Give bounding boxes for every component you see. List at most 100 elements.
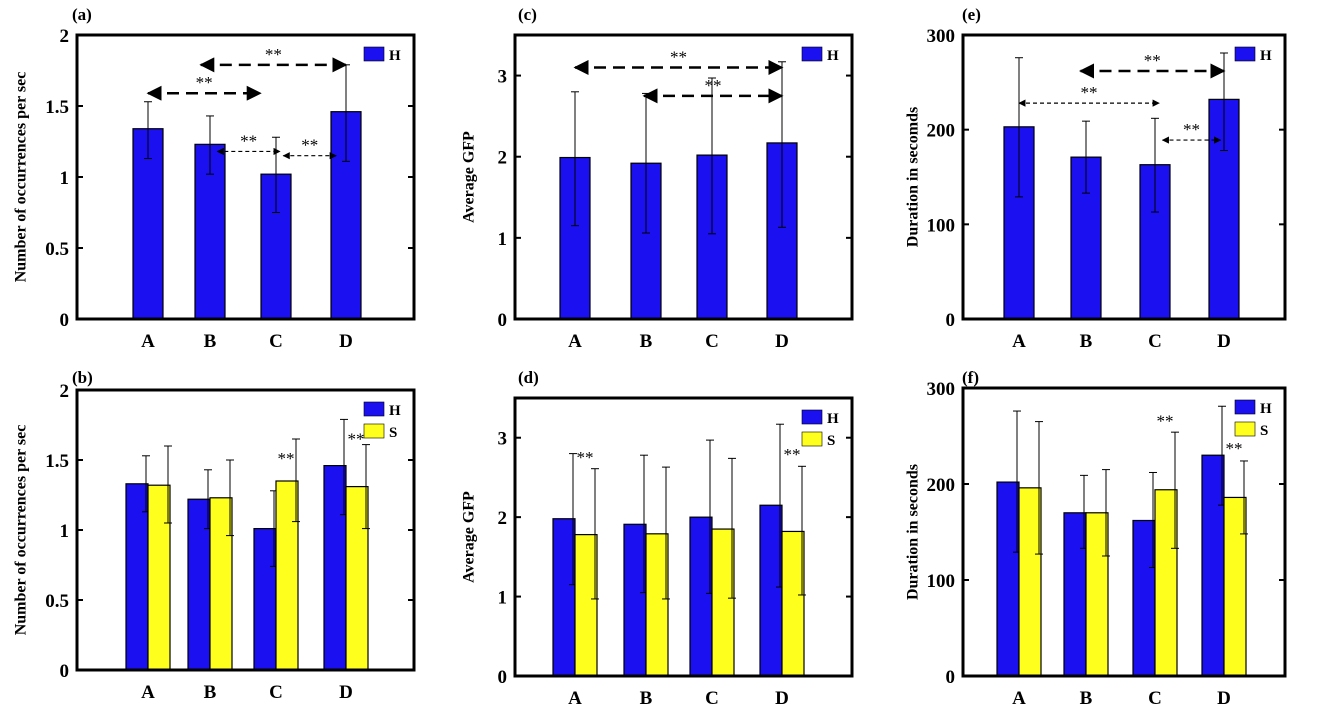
bar-S-D: [346, 487, 368, 670]
bar-S-B: [646, 534, 668, 676]
legend-label-H: H: [1260, 401, 1272, 417]
x-tick-label-B: B: [1080, 688, 1093, 709]
y-tick-label: 200: [927, 475, 956, 496]
x-tick-label-A: A: [568, 688, 582, 709]
y-tick-label: 0: [60, 310, 70, 331]
bar-S-C: [276, 481, 298, 670]
x-tick-label-A: A: [141, 331, 155, 352]
significance-marker: **: [784, 445, 801, 464]
bar-H-C: [254, 529, 276, 670]
bar-S-A: [575, 535, 597, 676]
significance-marker: **: [577, 448, 594, 467]
legend-label-H: H: [389, 403, 401, 419]
bar-H-D: [1202, 455, 1224, 676]
x-tick-label-C: C: [269, 331, 283, 352]
legend-label-S: S: [827, 433, 835, 449]
legend-swatch-S: [364, 424, 384, 438]
x-tick-label-C: C: [1148, 688, 1162, 709]
bar-S-A: [1019, 488, 1041, 676]
y-axis-label: Number of occurrences per sec: [13, 425, 30, 636]
y-tick-label: 0: [498, 667, 508, 688]
legend-swatch-H: [1235, 400, 1255, 414]
legend-label-H: H: [389, 48, 401, 64]
significance-marker: **: [301, 136, 318, 155]
x-tick-label-C: C: [1148, 331, 1162, 352]
y-tick-label: 0: [946, 310, 956, 331]
y-tick-label: 300: [927, 379, 956, 400]
x-tick-label-C: C: [269, 682, 283, 703]
legend-swatch-S: [802, 432, 822, 446]
bar-S-D: [782, 531, 804, 676]
legend-label-H: H: [827, 48, 839, 64]
legend-swatch-S: [1235, 422, 1255, 436]
y-tick-label: 2: [60, 26, 70, 47]
bar-S-B: [1086, 513, 1108, 676]
x-tick-label-D: D: [339, 682, 353, 703]
x-tick-label-C: C: [705, 688, 719, 709]
y-tick-label: 2: [498, 148, 508, 169]
significance-marker: **: [1157, 411, 1174, 430]
y-axis-label: Duration in seconds: [905, 464, 922, 600]
y-axis-label: Number of occurrences per sec: [13, 72, 30, 283]
y-tick-label: 100: [927, 215, 956, 236]
legend-swatch-H: [364, 402, 384, 416]
x-tick-label-C: C: [705, 331, 719, 352]
bar-H-B: [188, 499, 210, 670]
y-tick-label: 1: [498, 229, 508, 250]
legend-label-H: H: [827, 411, 839, 427]
y-tick-label: 0.5: [45, 591, 69, 612]
panel-label: (d): [518, 368, 539, 387]
x-tick-label-A: A: [1012, 331, 1026, 352]
panel-a: 0 0.5 1 1.5 2 A B C D Number of occurrences per s…: [13, 5, 414, 352]
y-tick-label: 3: [498, 67, 508, 88]
bar-S-B: [210, 498, 232, 670]
x-tick-label-B: B: [640, 331, 653, 352]
legend-swatch-H: [364, 47, 384, 61]
y-tick-label: 0.5: [45, 239, 69, 260]
legend-label-S: S: [389, 425, 397, 441]
x-tick-label-A: A: [141, 682, 155, 703]
y-tick-label: 200: [927, 121, 956, 142]
significance-marker: **: [265, 45, 282, 64]
panel-label: (b): [72, 368, 93, 387]
significance-marker: **: [1226, 439, 1243, 458]
figure: 0 0.5 1 1.5 2 A B C D Number of occurrences per s…: [0, 0, 1325, 720]
y-tick-label: 0: [60, 661, 70, 682]
y-axis-label: Average GFP: [461, 131, 478, 223]
y-tick-label: 1: [60, 168, 70, 189]
y-tick-label: 2: [60, 381, 70, 402]
x-tick-label-D: D: [339, 331, 353, 352]
significance-marker: **: [1144, 51, 1161, 70]
y-tick-label: 1: [60, 521, 70, 542]
significance-marker: **: [670, 47, 687, 66]
bar-H-A: [553, 519, 575, 676]
y-tick-label: 1: [498, 588, 508, 609]
bar-H-B: [1064, 513, 1086, 676]
panel-c: 0 1 2 3 A B C D Average GFP (c) H ** **: [461, 5, 852, 352]
y-axis-label: Duration in secomds: [905, 107, 922, 247]
y-tick-label: 2: [498, 508, 508, 529]
x-tick-label-B: B: [1080, 331, 1093, 352]
x-tick-label-D: D: [775, 331, 789, 352]
x-tick-label-B: B: [204, 331, 217, 352]
bar-H-D: [760, 505, 782, 676]
y-axis-label: Average GFP: [461, 491, 478, 583]
bar-H-D: [324, 466, 346, 670]
bar-H-C: [1133, 520, 1155, 676]
y-tick-label: 3: [498, 429, 508, 450]
y-tick-label: 1.5: [45, 451, 69, 472]
legend-swatch-H: [802, 47, 822, 61]
bar-S-A: [148, 485, 170, 670]
panel-label: (e): [962, 5, 981, 24]
y-tick-label: 100: [927, 571, 956, 592]
significance-marker: **: [1081, 83, 1098, 102]
plot-frame: [77, 35, 414, 319]
bar-S-D: [1224, 497, 1246, 676]
y-tick-label: 300: [927, 26, 956, 47]
legend-swatch-H: [802, 410, 822, 424]
panel-label: (c): [518, 5, 537, 24]
panel-b: 0 0.5 1 1.5 2 A B C D Number of occurrences per s…: [13, 368, 414, 703]
significance-marker: **: [348, 430, 365, 449]
legend-label-S: S: [1260, 423, 1268, 439]
y-tick-label: 0: [498, 310, 508, 331]
